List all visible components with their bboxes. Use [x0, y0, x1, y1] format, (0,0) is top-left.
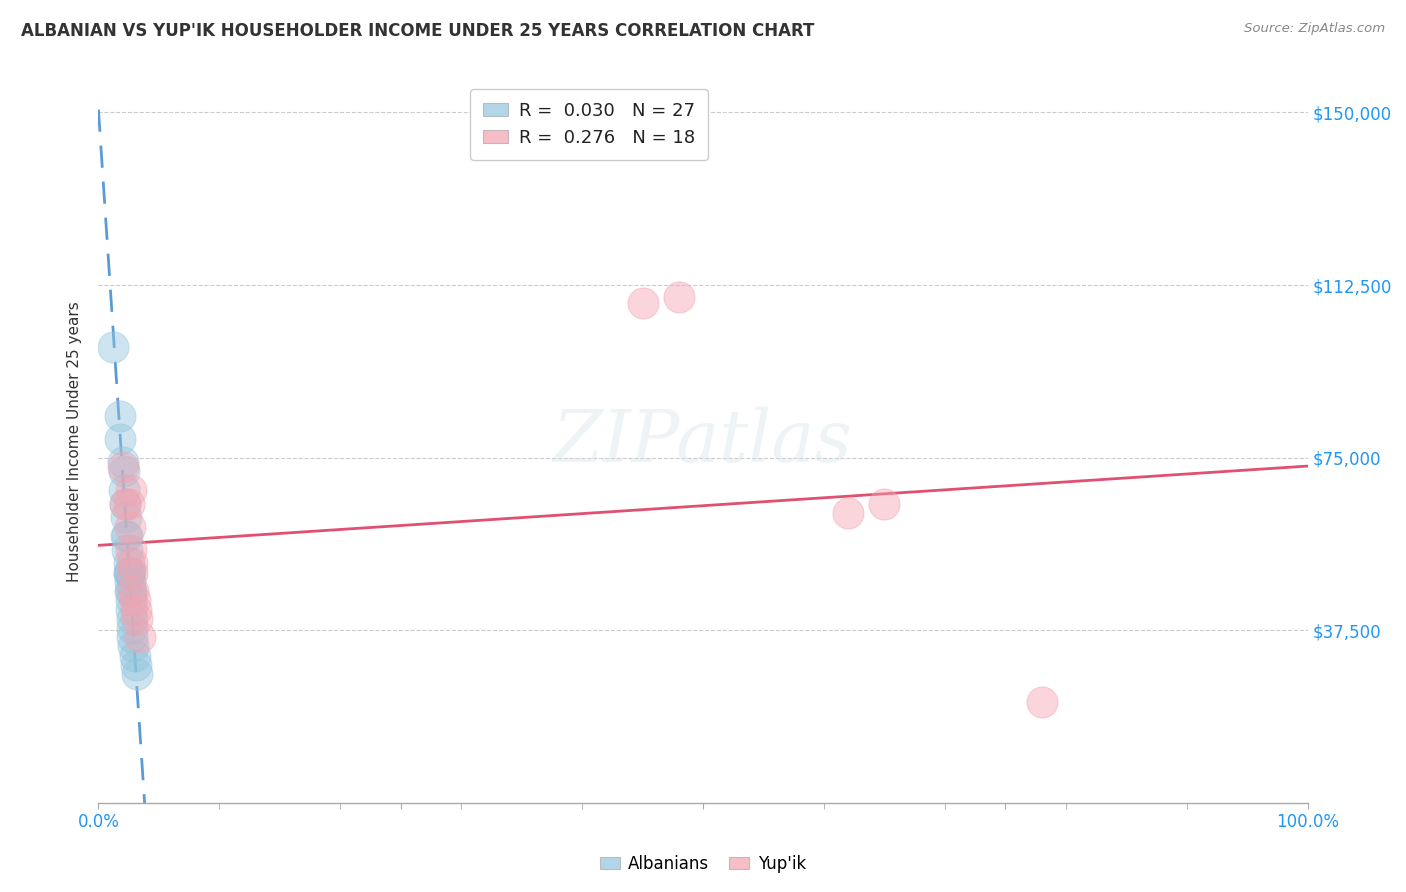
Point	[873, 497, 896, 511]
Point	[1031, 694, 1053, 708]
Point	[118, 566, 141, 580]
Point	[121, 566, 143, 580]
Point	[128, 630, 150, 644]
Point	[117, 542, 139, 557]
Point	[118, 566, 141, 580]
Point	[120, 483, 142, 497]
Point	[124, 648, 146, 663]
Point	[115, 529, 138, 543]
Point	[118, 497, 141, 511]
Point	[125, 602, 148, 616]
Point	[122, 584, 145, 599]
Point	[118, 566, 141, 580]
Legend: R =  0.030   N = 27, R =  0.276   N = 18: R = 0.030 N = 27, R = 0.276 N = 18	[470, 89, 707, 160]
Point	[117, 529, 139, 543]
Point	[837, 506, 859, 520]
Y-axis label: Householder Income Under 25 years: Householder Income Under 25 years	[67, 301, 83, 582]
Point	[120, 542, 142, 557]
Point	[124, 593, 146, 607]
Point	[118, 584, 141, 599]
Text: ALBANIAN VS YUP'IK HOUSEHOLDER INCOME UNDER 25 YEARS CORRELATION CHART: ALBANIAN VS YUP'IK HOUSEHOLDER INCOME UN…	[21, 22, 814, 40]
Point	[111, 455, 134, 469]
Point	[112, 483, 135, 497]
Point	[120, 584, 142, 599]
Point	[120, 602, 142, 616]
Point	[121, 557, 143, 571]
Point	[120, 593, 142, 607]
Point	[125, 657, 148, 672]
Point	[121, 621, 143, 635]
Legend: Albanians, Yup'ik: Albanians, Yup'ik	[593, 848, 813, 880]
Point	[108, 409, 131, 424]
Point	[101, 340, 124, 354]
Point	[108, 432, 131, 446]
Point	[112, 465, 135, 479]
Point	[115, 510, 138, 524]
Point	[118, 557, 141, 571]
Point	[121, 612, 143, 626]
Point	[127, 612, 149, 626]
Point	[127, 667, 149, 681]
Point	[118, 574, 141, 589]
Point	[114, 497, 136, 511]
Text: ZIPatlas: ZIPatlas	[553, 406, 853, 477]
Point	[111, 459, 134, 474]
Point	[122, 640, 145, 654]
Point	[121, 630, 143, 644]
Point	[118, 519, 141, 533]
Text: Source: ZipAtlas.com: Source: ZipAtlas.com	[1244, 22, 1385, 36]
Point	[114, 497, 136, 511]
Point	[668, 289, 690, 303]
Point	[631, 296, 654, 310]
